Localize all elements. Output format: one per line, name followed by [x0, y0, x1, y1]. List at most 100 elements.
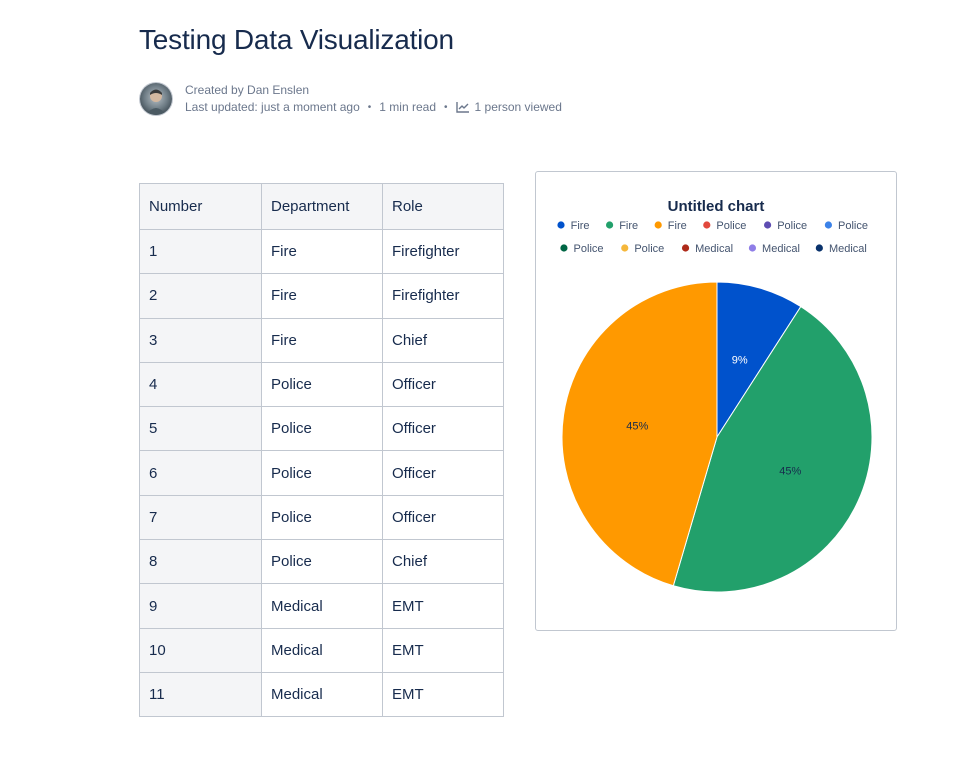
- legend-swatch: [764, 221, 772, 229]
- table-cell-department: Police: [261, 539, 383, 585]
- table-cell-number: 9: [139, 583, 262, 629]
- table-cell-role: Officer: [382, 406, 504, 452]
- legend-label: Police: [716, 220, 746, 232]
- table-cell-department: Police: [261, 361, 383, 408]
- last-updated-text[interactable]: Last updated: just a moment ago: [185, 100, 360, 114]
- page-title: Testing Data Visualization: [139, 24, 454, 55]
- legend-item[interactable]: Police: [703, 220, 746, 232]
- table-cell-number: 2: [139, 273, 262, 319]
- table-cell-role: Firefighter: [382, 228, 504, 275]
- legend-swatch: [606, 221, 614, 229]
- table-cell-role: EMT: [382, 583, 504, 629]
- legend-swatch: [681, 244, 690, 252]
- legend-swatch: [824, 221, 832, 229]
- legend-item[interactable]: Fire: [557, 220, 590, 232]
- separator-dot: •: [444, 101, 448, 113]
- table-cell-department: Fire: [261, 317, 383, 363]
- pie-slice[interactable]: [672, 305, 873, 593]
- legend-label: Medical: [762, 243, 800, 255]
- table-cell-department: Police: [261, 406, 383, 452]
- table-row: 4 Police Officer: [139, 361, 504, 408]
- table-row: 6 Police Officer: [139, 450, 504, 496]
- avatar-photo-icon: [140, 83, 172, 115]
- table-cell-department: Medical: [261, 583, 383, 629]
- legend-item[interactable]: Police: [764, 220, 807, 232]
- legend-label: Police: [634, 243, 664, 255]
- table-cell-role: Officer: [382, 494, 504, 541]
- read-time-text: 1 min read: [379, 100, 436, 114]
- table-header-cell: Role: [382, 183, 504, 230]
- legend-swatch: [557, 221, 565, 229]
- table-cell-number: 3: [139, 317, 262, 363]
- table-cell-number: 8: [139, 539, 262, 585]
- legend-item[interactable]: Fire: [654, 220, 687, 232]
- legend-item[interactable]: Medical: [748, 243, 800, 255]
- table-row: 3 Fire Chief: [139, 317, 504, 363]
- analytics-chart-icon[interactable]: [455, 101, 470, 113]
- table-cell-role: Firefighter: [382, 273, 504, 319]
- pie-slice-label: 45%: [779, 465, 801, 477]
- legend-item[interactable]: Police: [824, 220, 868, 232]
- legend-item[interactable]: Fire: [606, 220, 638, 232]
- legend-item[interactable]: Medical: [815, 243, 867, 255]
- table-header-cell: Number: [139, 183, 262, 230]
- chart-card[interactable]: Untitled chart Fire Fire Fire Police Police Po…: [535, 171, 897, 631]
- legend-label: Medical: [695, 243, 733, 255]
- table-cell-number: 7: [139, 494, 262, 541]
- pie-slice-label: 9%: [732, 355, 748, 367]
- table-cell-number: 11: [139, 671, 262, 718]
- table-header-row: Number Department Role: [139, 183, 504, 230]
- table-cell-role: EMT: [382, 627, 504, 673]
- legend-item[interactable]: Medical: [681, 243, 733, 255]
- legend-swatch: [621, 244, 629, 252]
- pie-slice-label: 45%: [626, 421, 648, 433]
- pie-slice[interactable]: [561, 281, 718, 587]
- legend-label: Fire: [571, 220, 590, 232]
- table-row: 8 Police Chief: [139, 539, 504, 585]
- table-cell-role: Officer: [382, 450, 504, 496]
- pie-chart: Untitled chart Fire Fire Fire Police Police Po…: [557, 198, 873, 593]
- legend-swatch: [748, 244, 757, 252]
- legend-swatch: [654, 221, 662, 229]
- table-row: 7 Police Officer: [139, 494, 504, 541]
- legend-item[interactable]: Police: [560, 243, 604, 255]
- legend-item[interactable]: Police: [621, 243, 664, 255]
- avatar[interactable]: [140, 83, 172, 115]
- chart-title: Untitled chart: [668, 198, 765, 215]
- table-row: 10 Medical EMT: [139, 627, 504, 673]
- legend-swatch: [560, 244, 568, 252]
- table-header-cell: Department: [261, 183, 383, 230]
- table-cell-department: Medical: [261, 671, 383, 718]
- table-cell-role: Chief: [382, 539, 504, 585]
- data-table: Number Department Role 1 Fire Firefighte…: [139, 183, 504, 718]
- pie-slice[interactable]: [716, 281, 802, 439]
- table-row: 1 Fire Firefighter: [139, 228, 504, 275]
- table-row: 11 Medical EMT: [139, 671, 504, 718]
- legend-label: Fire: [619, 220, 638, 232]
- table-row: 9 Medical EMT: [139, 583, 504, 629]
- table-cell-department: Medical: [261, 627, 383, 673]
- views-text[interactable]: 1 person viewed: [474, 100, 562, 114]
- table-cell-number: 4: [139, 361, 262, 408]
- legend-label: Police: [574, 243, 604, 255]
- table-cell-department: Fire: [261, 228, 383, 275]
- legend-label: Medical: [829, 243, 867, 255]
- table-cell-role: Officer: [382, 361, 504, 408]
- legend-label: Police: [838, 220, 868, 232]
- legend-swatch: [815, 244, 823, 252]
- legend-swatch: [703, 221, 711, 229]
- table-cell-department: Police: [261, 450, 383, 496]
- table-cell-number: 6: [139, 450, 262, 496]
- separator-dot: •: [367, 101, 372, 113]
- table-cell-number: 1: [139, 228, 262, 275]
- legend-label: Fire: [668, 220, 687, 232]
- legend-label: Police: [777, 220, 807, 232]
- table-cell-number: 5: [139, 406, 262, 452]
- table-row: 5 Police Officer: [139, 406, 504, 452]
- table-cell-role: Chief: [382, 317, 504, 363]
- created-by-text[interactable]: Created by Dan Enslen: [185, 83, 310, 97]
- table-cell-department: Fire: [261, 273, 383, 319]
- table-cell-department: Police: [261, 494, 383, 541]
- meta-line: Last updated: just a moment ago • 1 min …: [185, 100, 562, 114]
